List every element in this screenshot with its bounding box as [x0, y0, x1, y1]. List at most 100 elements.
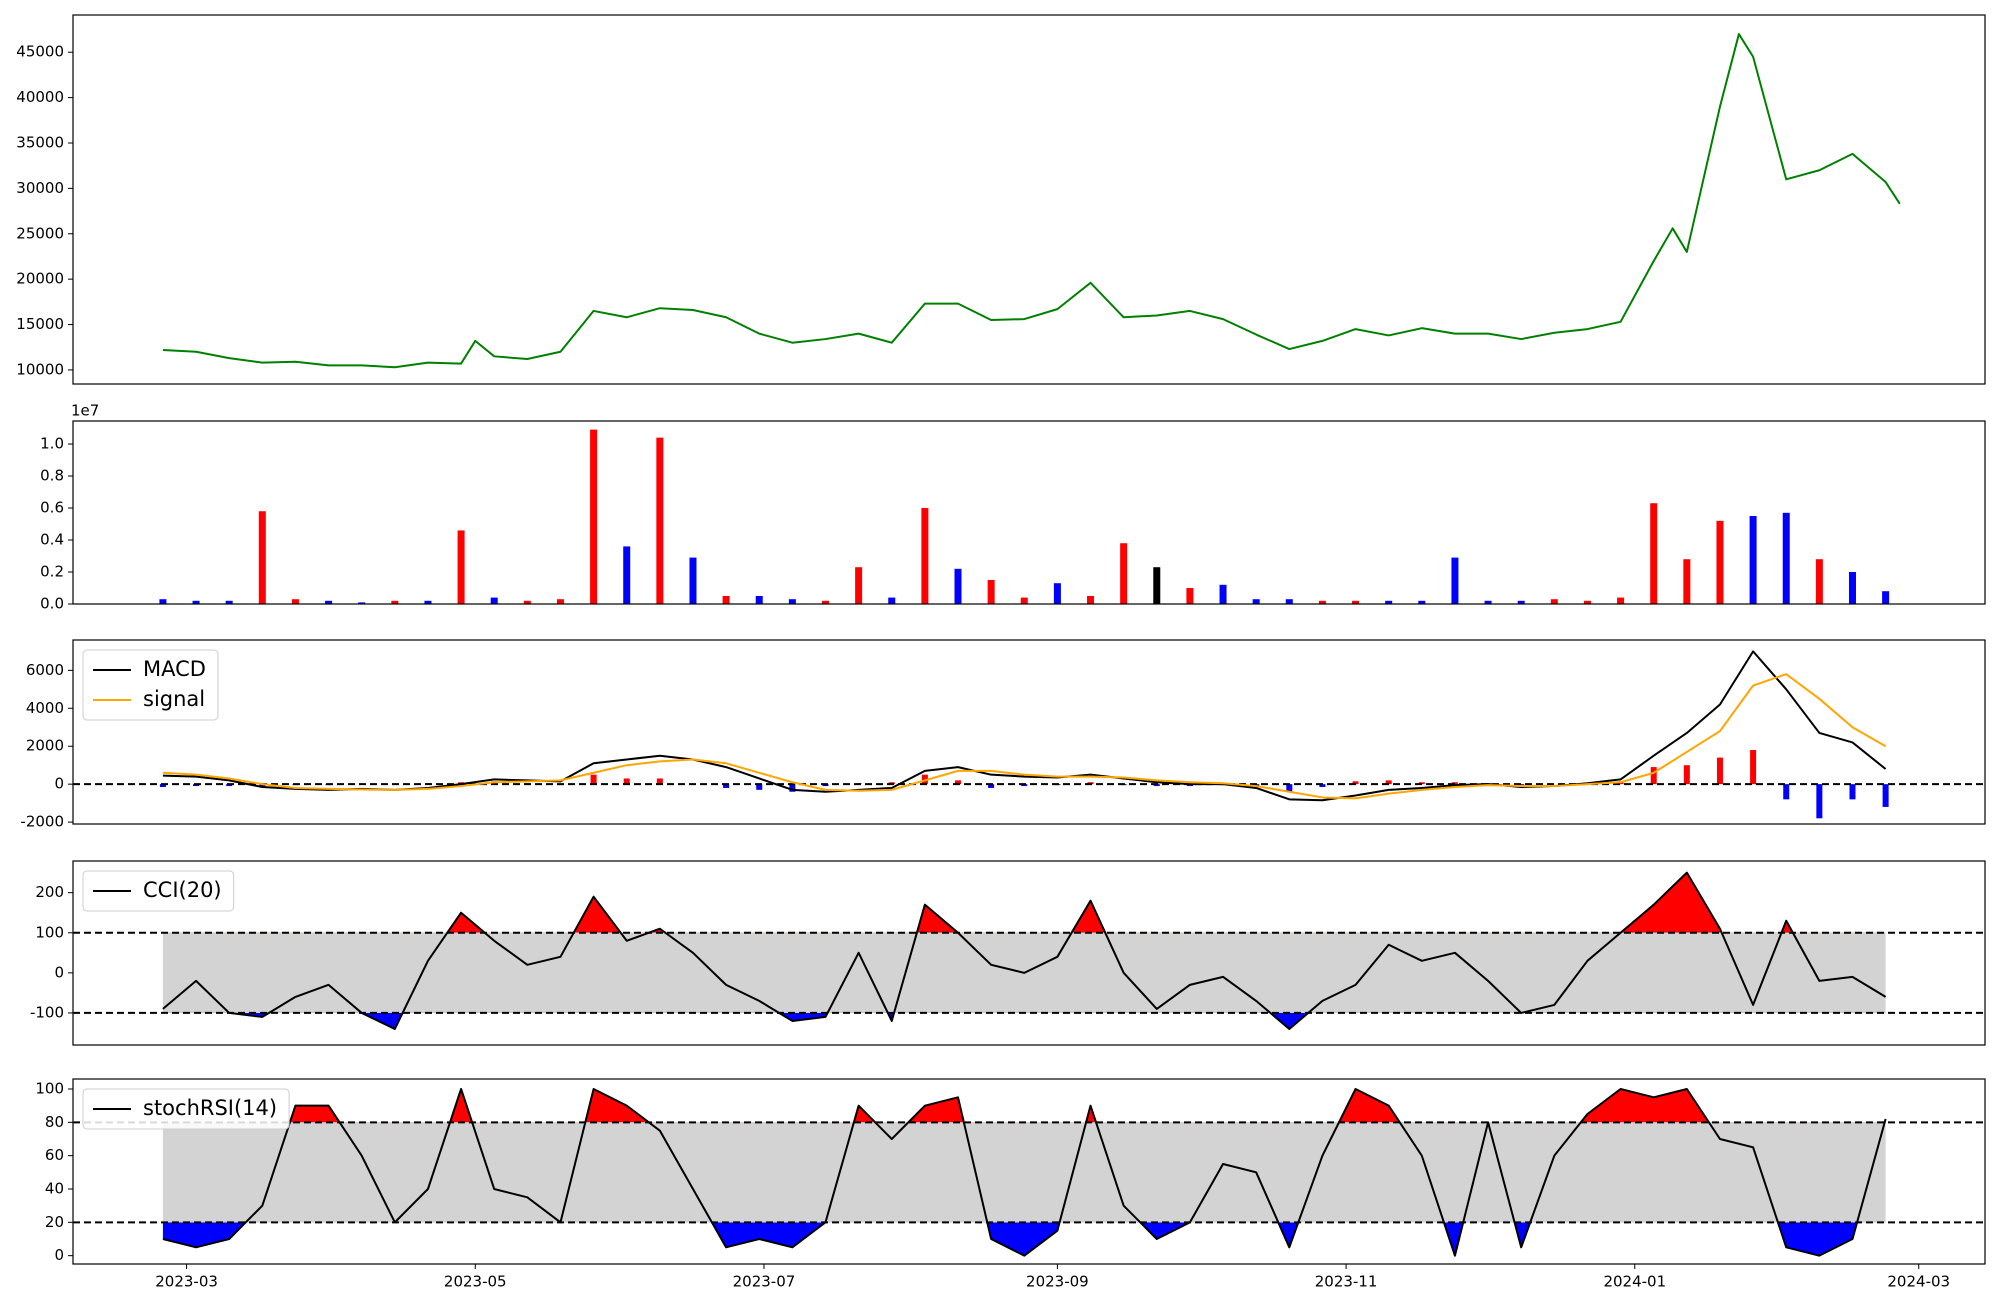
bar [1285, 599, 1293, 604]
y-tick-label: -2000 [20, 813, 64, 831]
legend: stochRSI(14) [82, 1088, 290, 1130]
histogram-bar [1352, 781, 1359, 785]
y-tick-label: 0 [54, 1246, 64, 1264]
bar [192, 600, 200, 604]
y-tick-label: 30000 [16, 179, 64, 197]
legend-label: MACD [143, 657, 206, 681]
bar [1550, 599, 1558, 604]
bar [1318, 600, 1326, 604]
y-tick-label: 2000 [26, 737, 64, 755]
bar [1451, 557, 1459, 604]
x-tick-label: 2024-03 [1887, 1273, 1950, 1291]
histogram-bar [1385, 780, 1392, 785]
y-tick-label: 4000 [26, 699, 64, 717]
histogram-bar [1750, 750, 1757, 785]
band [162, 1122, 1886, 1223]
y-tick-label: 20000 [16, 270, 64, 288]
fill-above [447, 872, 1793, 933]
histogram-bar [1650, 767, 1657, 785]
bar [954, 568, 962, 604]
bar [225, 600, 233, 604]
y-tick-label: 0.2 [40, 563, 64, 581]
bar [1385, 600, 1393, 604]
axis-offset-label: 1e7 [71, 402, 99, 420]
histogram-bar [1783, 784, 1790, 800]
bar [1186, 588, 1194, 604]
histogram-bar [1683, 765, 1690, 785]
bar [1120, 543, 1128, 604]
axes-frame [72, 860, 1986, 1046]
y-tick-label: -100 [30, 1003, 64, 1021]
x-tick-label: 2024-01 [1603, 1273, 1666, 1291]
y-tick-label: 40 [45, 1180, 64, 1198]
bar [656, 437, 664, 604]
bar [689, 557, 697, 604]
histogram-bar [1518, 784, 1525, 786]
x-tick-label: 2023-03 [155, 1273, 218, 1291]
bar [159, 599, 167, 604]
bar [1252, 599, 1260, 604]
series-line [162, 673, 1887, 800]
legend: CCI(20) [82, 870, 235, 912]
bar [490, 597, 498, 604]
x-tick-label: 2023-09 [1026, 1273, 1089, 1291]
legend-box [82, 1088, 290, 1130]
y-tick-label: 100 [35, 1080, 64, 1098]
bar [523, 600, 531, 604]
histogram-bar [1716, 757, 1723, 785]
bar [722, 596, 730, 604]
y-tick-label: 0.6 [40, 499, 64, 517]
y-tick-label: 60 [45, 1146, 64, 1164]
bar [1219, 584, 1227, 604]
y-tick-label: 0 [54, 775, 64, 793]
bar [325, 600, 333, 604]
histogram-bar [756, 784, 763, 790]
axes-frame [72, 420, 1986, 605]
bar [987, 580, 995, 604]
y-tick-label: 200 [35, 883, 64, 901]
bar [1650, 503, 1658, 604]
bar [1815, 559, 1823, 604]
y-tick-label: 0.0 [40, 595, 64, 613]
legend-box [82, 649, 219, 721]
histogram-bar [656, 778, 663, 785]
bar [888, 597, 896, 604]
y-tick-label: 15000 [16, 315, 64, 333]
bar [1749, 516, 1757, 604]
bar [590, 429, 598, 604]
bar [258, 511, 266, 604]
bar [1683, 559, 1691, 604]
histogram-bar [159, 784, 166, 788]
bar [623, 546, 631, 604]
bar [1617, 597, 1625, 604]
bar [1352, 600, 1360, 604]
histogram-bar [1849, 784, 1856, 800]
histogram-bar [623, 778, 630, 785]
bar [1882, 591, 1890, 604]
bar [1716, 520, 1724, 604]
bar [1087, 596, 1095, 604]
y-tick-label: 100 [35, 923, 64, 941]
bar [821, 600, 829, 604]
bar [1782, 512, 1790, 604]
bar [358, 602, 366, 604]
histogram-bar [1286, 784, 1293, 792]
y-tick-label: 40000 [16, 88, 64, 106]
y-tick-label: 0 [54, 963, 64, 981]
y-tick-label: 45000 [16, 43, 64, 61]
y-tick-label: 10000 [16, 360, 64, 378]
legend-label: stochRSI(14) [143, 1096, 277, 1120]
bar [424, 600, 432, 604]
bar [921, 508, 929, 604]
x-tick-label: 2023-07 [733, 1273, 796, 1291]
bar [788, 599, 796, 604]
fill-below [162, 1222, 1858, 1256]
histogram-bar [955, 780, 962, 785]
series-line [162, 1088, 1887, 1257]
bar [457, 530, 465, 604]
y-tick-label: 6000 [26, 661, 64, 679]
histogram-bar [590, 774, 597, 785]
bar [1153, 567, 1161, 604]
